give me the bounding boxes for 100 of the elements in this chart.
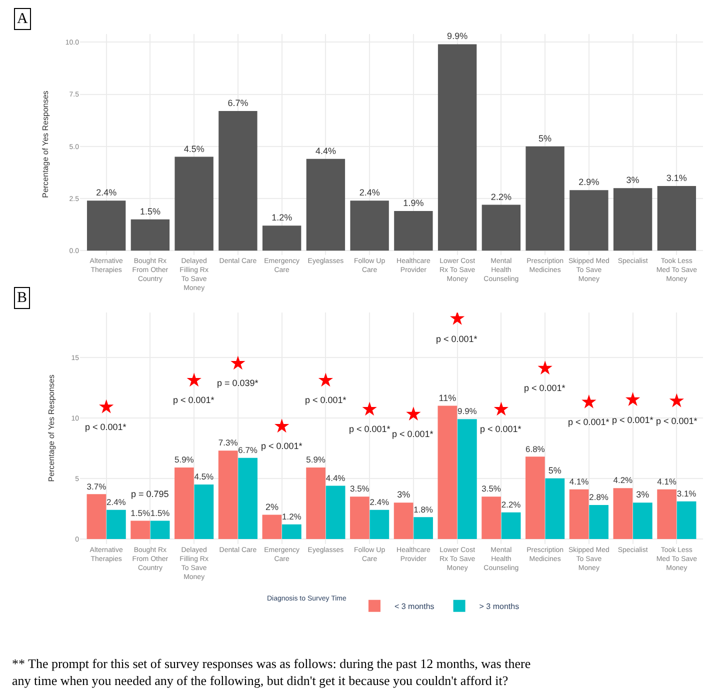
annotation: p < 0.001* (656, 416, 698, 426)
bar (438, 44, 477, 251)
data-label: 3.5% (350, 484, 370, 494)
data-label: 2.4% (370, 497, 390, 508)
legend-label: > 3 months (479, 602, 520, 612)
annotation: p < 0.001* (85, 422, 127, 432)
data-label: 6.7% (238, 444, 258, 455)
data-label: 9.9% (447, 31, 468, 42)
data-label: 1.5% (140, 206, 160, 216)
data-label: 2.8% (589, 492, 609, 502)
bar (106, 510, 126, 539)
annotation: p < 0.001* (305, 395, 347, 405)
bar (350, 200, 389, 251)
data-label: 2.4% (359, 188, 380, 198)
bar (569, 489, 589, 539)
bar (633, 502, 652, 539)
bar (394, 502, 414, 539)
data-label: 3.5% (482, 484, 502, 494)
bar (150, 520, 170, 539)
data-label: 1.2% (282, 512, 302, 522)
data-label: 4.1% (657, 476, 677, 486)
data-label: 3.7% (86, 481, 107, 492)
bar (86, 200, 126, 251)
bar (282, 524, 302, 539)
bar (306, 158, 346, 251)
bar (394, 211, 433, 251)
bar (306, 468, 326, 539)
annotation: p < 0.001* (349, 424, 391, 434)
annotation: p < 0.001* (480, 424, 522, 434)
bar (482, 496, 501, 539)
bar (194, 484, 214, 539)
annotation: p = 0.039* (217, 378, 259, 388)
data-label: 9.9% (458, 406, 478, 416)
data-label: 2% (265, 502, 278, 512)
data-label: 5.9% (306, 454, 326, 465)
data-label: 4.4% (315, 146, 336, 156)
data-label: 2.4% (96, 188, 117, 198)
data-label: 3% (626, 175, 640, 186)
data-label: 3.1% (666, 173, 687, 183)
bar (174, 468, 194, 539)
bar (570, 190, 608, 251)
bar (545, 478, 565, 539)
annotation: p < 0.001* (568, 417, 610, 427)
data-label: 1.8% (414, 504, 434, 514)
data-label: 5% (548, 465, 562, 476)
bar (218, 110, 258, 251)
data-label: 4.5% (194, 472, 214, 482)
bar (657, 489, 676, 539)
data-label: 1.5% (130, 508, 150, 518)
annotation: p < 0.001* (436, 334, 478, 344)
bar (262, 514, 282, 539)
bar (657, 186, 696, 251)
data-label: 2.2% (490, 192, 512, 202)
data-label: 1.2% (272, 212, 292, 223)
annotation: p = 0.795 (131, 489, 169, 499)
bar (130, 520, 150, 539)
data-label: 2.9% (578, 177, 600, 188)
bar (218, 450, 238, 539)
bar (613, 188, 652, 251)
data-label: 2.4% (106, 497, 126, 508)
bar (526, 456, 545, 539)
data-label: 4.5% (184, 144, 204, 154)
bar (526, 146, 564, 251)
bar (676, 501, 696, 539)
bar (86, 494, 106, 539)
y-axis-title: Percentage of Yes Responses (46, 374, 56, 482)
data-label: 5.9% (174, 454, 194, 465)
bar (238, 458, 258, 539)
data-label: 1.9% (403, 198, 424, 208)
annotation: p < 0.001* (392, 429, 434, 439)
bar (174, 156, 214, 251)
annotation: p < 0.001* (261, 441, 303, 451)
bar (458, 419, 477, 539)
data-label: 6.8% (526, 444, 546, 454)
bar (350, 496, 370, 539)
data-label: 3% (397, 490, 410, 500)
data-label: 11% (438, 392, 456, 403)
bar (130, 219, 170, 251)
bar (370, 510, 390, 539)
legend-label: < 3 months (394, 602, 434, 612)
bar (482, 204, 521, 251)
data-label: 4.2% (613, 475, 634, 486)
data-label: 5% (538, 133, 552, 144)
data-label: 7.3% (218, 438, 238, 448)
annotation: p < 0.001* (612, 415, 654, 425)
bar (589, 505, 608, 539)
bar (613, 488, 633, 539)
data-label: 1.5% (150, 508, 170, 518)
bar (501, 512, 521, 539)
data-label: 3.1% (676, 488, 697, 499)
y-axis-title: Percentage of Yes Responses (41, 90, 50, 198)
data-label: 4.4% (326, 472, 346, 483)
data-label: 3% (636, 490, 650, 500)
data-label: 4.1% (569, 476, 590, 486)
bar (262, 226, 302, 251)
annotation: p < 0.001* (524, 383, 566, 393)
chart-title: B (17, 290, 28, 306)
text: ** The prompt for this set of survey responses was as follows: during the past 12 months, was there any time when you needed any of the following, but didn't get it because you couldn't afford it? (12, 656, 531, 688)
chart-title: A (17, 11, 28, 27)
bar (326, 486, 346, 539)
